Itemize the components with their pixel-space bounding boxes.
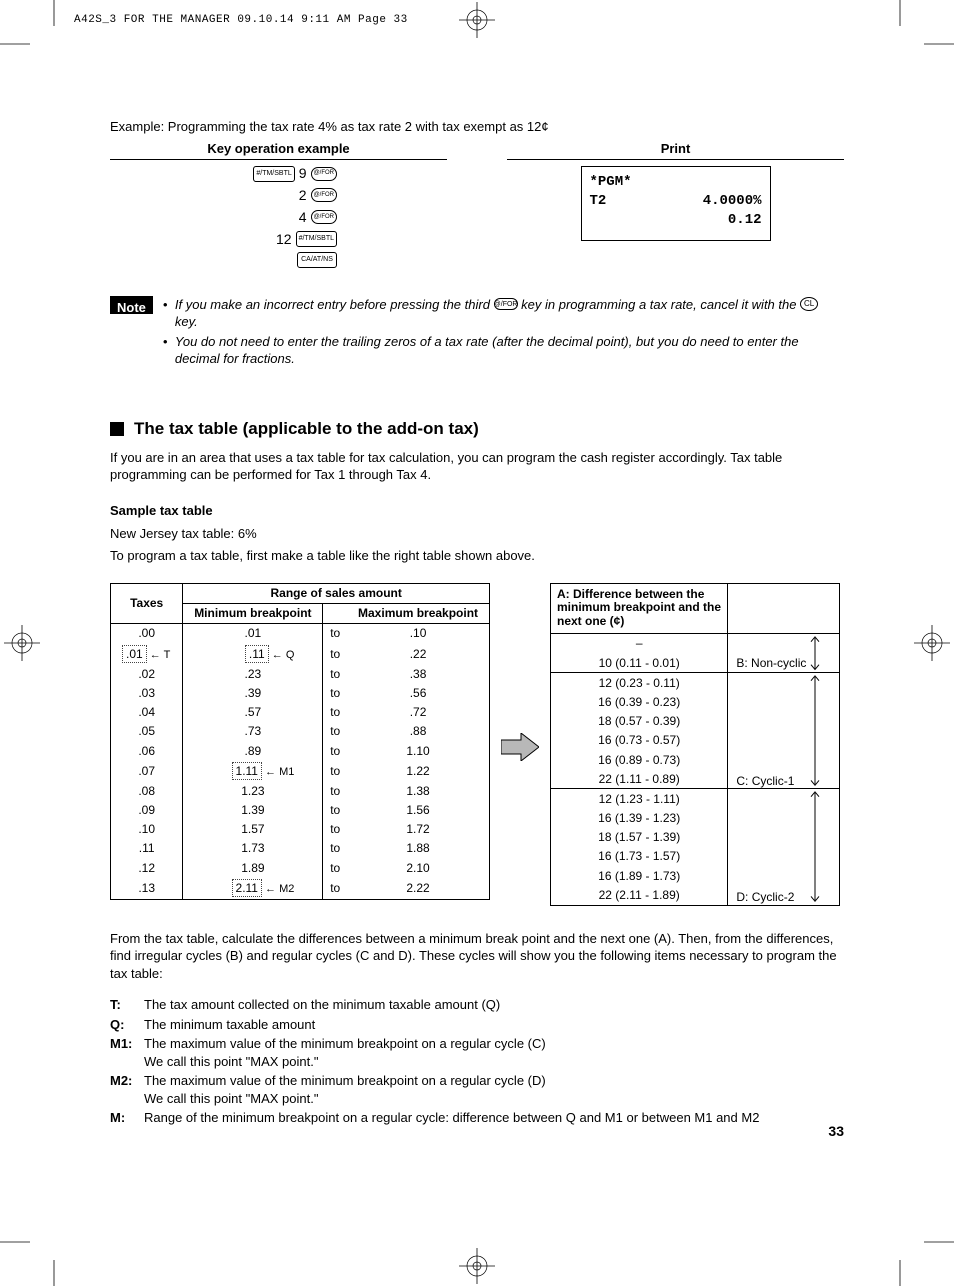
table-row: .101.57to1.72 [111, 820, 490, 839]
right-diff-table: A: Difference between the minimum breakp… [550, 583, 840, 906]
print-header: Print [507, 140, 844, 161]
print-col: Print *PGM* T2 4.0000% 0.12 [507, 140, 844, 268]
definition-desc: The tax amount collected on the minimum … [144, 996, 844, 1014]
key-cap: CA/AT/NS [297, 252, 337, 268]
group-label: B: Non-cyclic [736, 655, 833, 671]
key-op-line: 12#/TM/SBTL [276, 230, 337, 249]
definition-desc: The minimum taxable amount [144, 1016, 844, 1034]
key-digit: 2 [299, 186, 307, 205]
table-row: .121.89to2.10 [111, 858, 490, 877]
key-operation-header: Key operation example [110, 140, 447, 161]
key-cap-oval: @/FOR [311, 167, 337, 181]
note-item: You do not need to enter the trailing ze… [163, 333, 844, 368]
section-title: The tax table (applicable to the add-on … [134, 418, 479, 441]
table-row: .081.23to1.38 [111, 781, 490, 800]
table-row: .132.11 ← M2to2.22 [111, 877, 490, 899]
print-box: *PGM* T2 4.0000% 0.12 [581, 166, 771, 241]
table-row: .111.73to1.88 [111, 839, 490, 858]
key-cap-oval: @/FOR [311, 188, 337, 202]
tables-row: Taxes Range of sales amount Minimum brea… [110, 583, 844, 906]
post-table-paragraph: From the tax table, calculate the differ… [110, 930, 844, 983]
min-bp-header: Minimum breakpoint [194, 606, 311, 620]
key-op-line: 2 @/FOR [299, 186, 337, 205]
inline-key-round-icon: CL [800, 297, 818, 311]
table-row: 12 (1.23 - 1.11)D: Cyclic-2 [551, 789, 840, 809]
definition-row: M2:The maximum value of the minimum brea… [110, 1072, 844, 1107]
max-bp-header: Maximum breakpoint [358, 606, 478, 620]
inline-key-oval-icon: @/FOR [494, 298, 518, 310]
note-item: If you make an incorrect entry before pr… [163, 296, 844, 331]
sample-desc-1: New Jersey tax table: 6% [110, 525, 844, 543]
key-op-line: #/TM/SBTL 9 @/FOR [253, 164, 337, 183]
print-line-3-right: 0.12 [728, 211, 762, 230]
key-operation-col: Key operation example #/TM/SBTL 9 @/FOR 2 @/… [110, 140, 447, 268]
definition-term: T: [110, 996, 144, 1014]
note-block: Note If you make an incorrect entry befo… [110, 296, 844, 370]
table-row: 12 (0.23 - 0.11)C: Cyclic-1 [551, 673, 840, 693]
bracket-icon [809, 673, 821, 788]
table-row: .02.23to.38 [111, 664, 490, 683]
definition-list: T:The tax amount collected on the minimu… [110, 996, 844, 1127]
section-body: If you are in an area that uses a tax ta… [110, 449, 844, 484]
table-row: –B: Non-cyclic [551, 633, 840, 653]
definition-desc: The maximum value of the minimum breakpo… [144, 1035, 844, 1070]
table-row: .05.73to.88 [111, 722, 490, 741]
diff-header: A: Difference between the minimum breakp… [557, 587, 721, 629]
table-row: .04.57to.72 [111, 703, 490, 722]
definition-term: Q: [110, 1016, 144, 1034]
table-row: .03.39to.56 [111, 683, 490, 702]
left-tax-table: Taxes Range of sales amount Minimum brea… [110, 583, 490, 900]
group-label: D: Cyclic-2 [736, 889, 833, 905]
arrow-right [490, 733, 550, 761]
definition-row: M:Range of the minimum breakpoint on a r… [110, 1109, 844, 1127]
key-cap: #/TM/SBTL [253, 166, 294, 182]
table-row: .00.01to.10 [111, 623, 490, 643]
sample-tax-table-heading: Sample tax table [110, 502, 844, 520]
sample-desc-2: To program a tax table, first make a tab… [110, 547, 844, 565]
example-row: Key operation example #/TM/SBTL 9 @/FOR 2 @/… [110, 140, 844, 268]
definition-term: M: [110, 1109, 144, 1127]
page-number: 33 [828, 1122, 844, 1141]
definition-desc: The maximum value of the minimum breakpo… [144, 1072, 844, 1107]
print-line-2-left: T2 [590, 192, 607, 211]
table-row: .06.89to1.10 [111, 741, 490, 760]
page-content: Example: Programming the tax rate 4% as … [110, 118, 844, 1129]
definition-term: M1: [110, 1035, 144, 1070]
note-label: Note [110, 296, 153, 314]
definition-row: Q:The minimum taxable amount [110, 1016, 844, 1034]
print-line-2-right: 4.0000% [703, 192, 762, 211]
right-arrow-icon [501, 733, 539, 761]
group-label: C: Cyclic-1 [736, 773, 833, 789]
table-row: .071.11 ← M1to1.22 [111, 760, 490, 781]
key-digit: 12 [276, 230, 292, 249]
key-digit: 9 [299, 164, 307, 183]
key-op-line: 4 @/FOR [299, 208, 337, 227]
key-cap: #/TM/SBTL [296, 231, 337, 247]
bracket-icon [809, 789, 821, 904]
definition-row: M1:The maximum value of the minimum brea… [110, 1035, 844, 1070]
key-cap-oval: @/FOR [311, 210, 337, 224]
table-row: .01 ← T.11 ← Qto.22 [111, 643, 490, 664]
definition-term: M2: [110, 1072, 144, 1107]
taxes-header: Taxes [130, 596, 163, 610]
key-op-line: CA/AT/NS [297, 252, 337, 268]
definition-row: T:The tax amount collected on the minimu… [110, 996, 844, 1014]
print-line-1: *PGM* [590, 173, 632, 192]
example-line: Example: Programming the tax rate 4% as … [110, 118, 844, 136]
prepress-header: A42S_3 FOR THE MANAGER 09.10.14 9:11 AM … [74, 14, 408, 26]
definition-desc: Range of the minimum breakpoint on a reg… [144, 1109, 844, 1127]
note-text: If you make an incorrect entry before pr… [163, 296, 844, 370]
key-operations: #/TM/SBTL9@/FOR2@/FOR4@/FOR12#/TM/SBTLCA… [110, 164, 447, 268]
range-header: Range of sales amount [270, 586, 401, 600]
key-digit: 4 [299, 208, 307, 227]
table-row: .091.39to1.56 [111, 801, 490, 820]
